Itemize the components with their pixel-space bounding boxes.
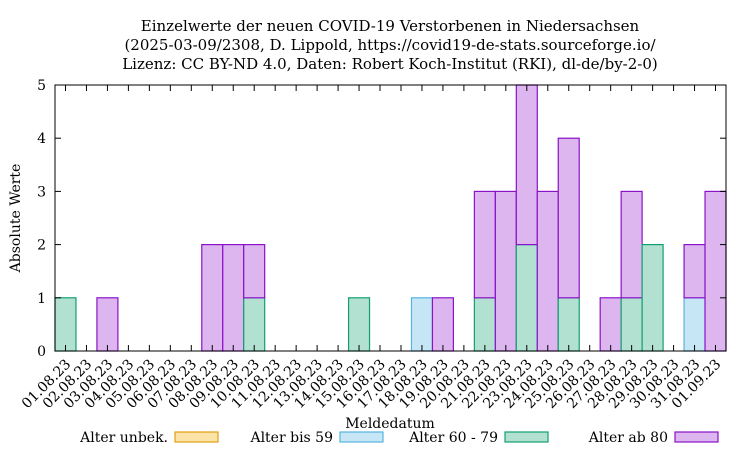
bar-segment [473,190,496,299]
bar-segment [557,137,580,299]
legend-swatch [504,431,549,443]
legend-label: Alter 60 - 79 [408,430,498,446]
x-axis-label: Meldedatum [345,416,435,432]
bar-segment [515,244,538,352]
y-tick-label: 0 [37,344,46,360]
bar-segment [243,297,266,352]
y-axis-ticks: 0 1 2 3 4 5 [37,78,726,360]
legend-swatch [674,431,719,443]
bar-segment [473,297,496,352]
y-tick-label: 5 [37,78,46,94]
y-tick-label: 1 [37,291,46,307]
bar-segment [96,297,119,352]
legend-swatch [339,431,384,443]
y-tick-label: 4 [37,131,46,147]
bar-segment [222,244,245,352]
chart-title: Einzelwerte der neuen COVID-19 Verstorbe… [122,17,658,73]
legend: Alter unbek. Alter bis 59 Alter 60 - 79 Alt… [79,430,719,446]
plot-frame [54,84,727,352]
title-line-2: (2025-03-09/2308, D. Lippold, https://co… [124,36,656,54]
legend-label: Alter bis 59 [249,430,333,446]
y-axis-label: Absolute Werte [8,164,24,274]
title-line-3: Lizenz: CC BY-ND 4.0, Daten: Robert Koch… [122,55,658,73]
bar-segment [599,297,622,352]
bar-segment [201,244,224,352]
bar-segment [410,297,434,352]
y-tick-label: 3 [37,184,46,200]
bar-segment [536,190,559,352]
title-line-1: Einzelwerte der neuen COVID-19 Verstorbe… [141,17,640,35]
bar-segment [704,190,727,352]
legend-label: Alter unbek. [79,430,168,446]
bar-segment [347,297,371,352]
bar-segment [557,297,580,352]
bar-segment [620,190,643,299]
legend-swatch [174,431,219,443]
bar-segment [620,297,643,352]
bar-segment [243,244,266,299]
bars [54,84,727,352]
bar-segment [641,244,664,352]
legend-label: Alter ab 80 [588,430,668,446]
bar-segment [515,84,538,246]
bar-segment [431,297,455,352]
bar-segment [494,190,517,352]
bar-segment [683,244,706,299]
bar-segment [54,297,77,352]
bar-segment [683,297,706,352]
x-axis-ticks: 01.08.2302.08.2303.08.2304.08.2305.08.23… [19,85,724,412]
y-tick-label: 2 [37,238,46,254]
